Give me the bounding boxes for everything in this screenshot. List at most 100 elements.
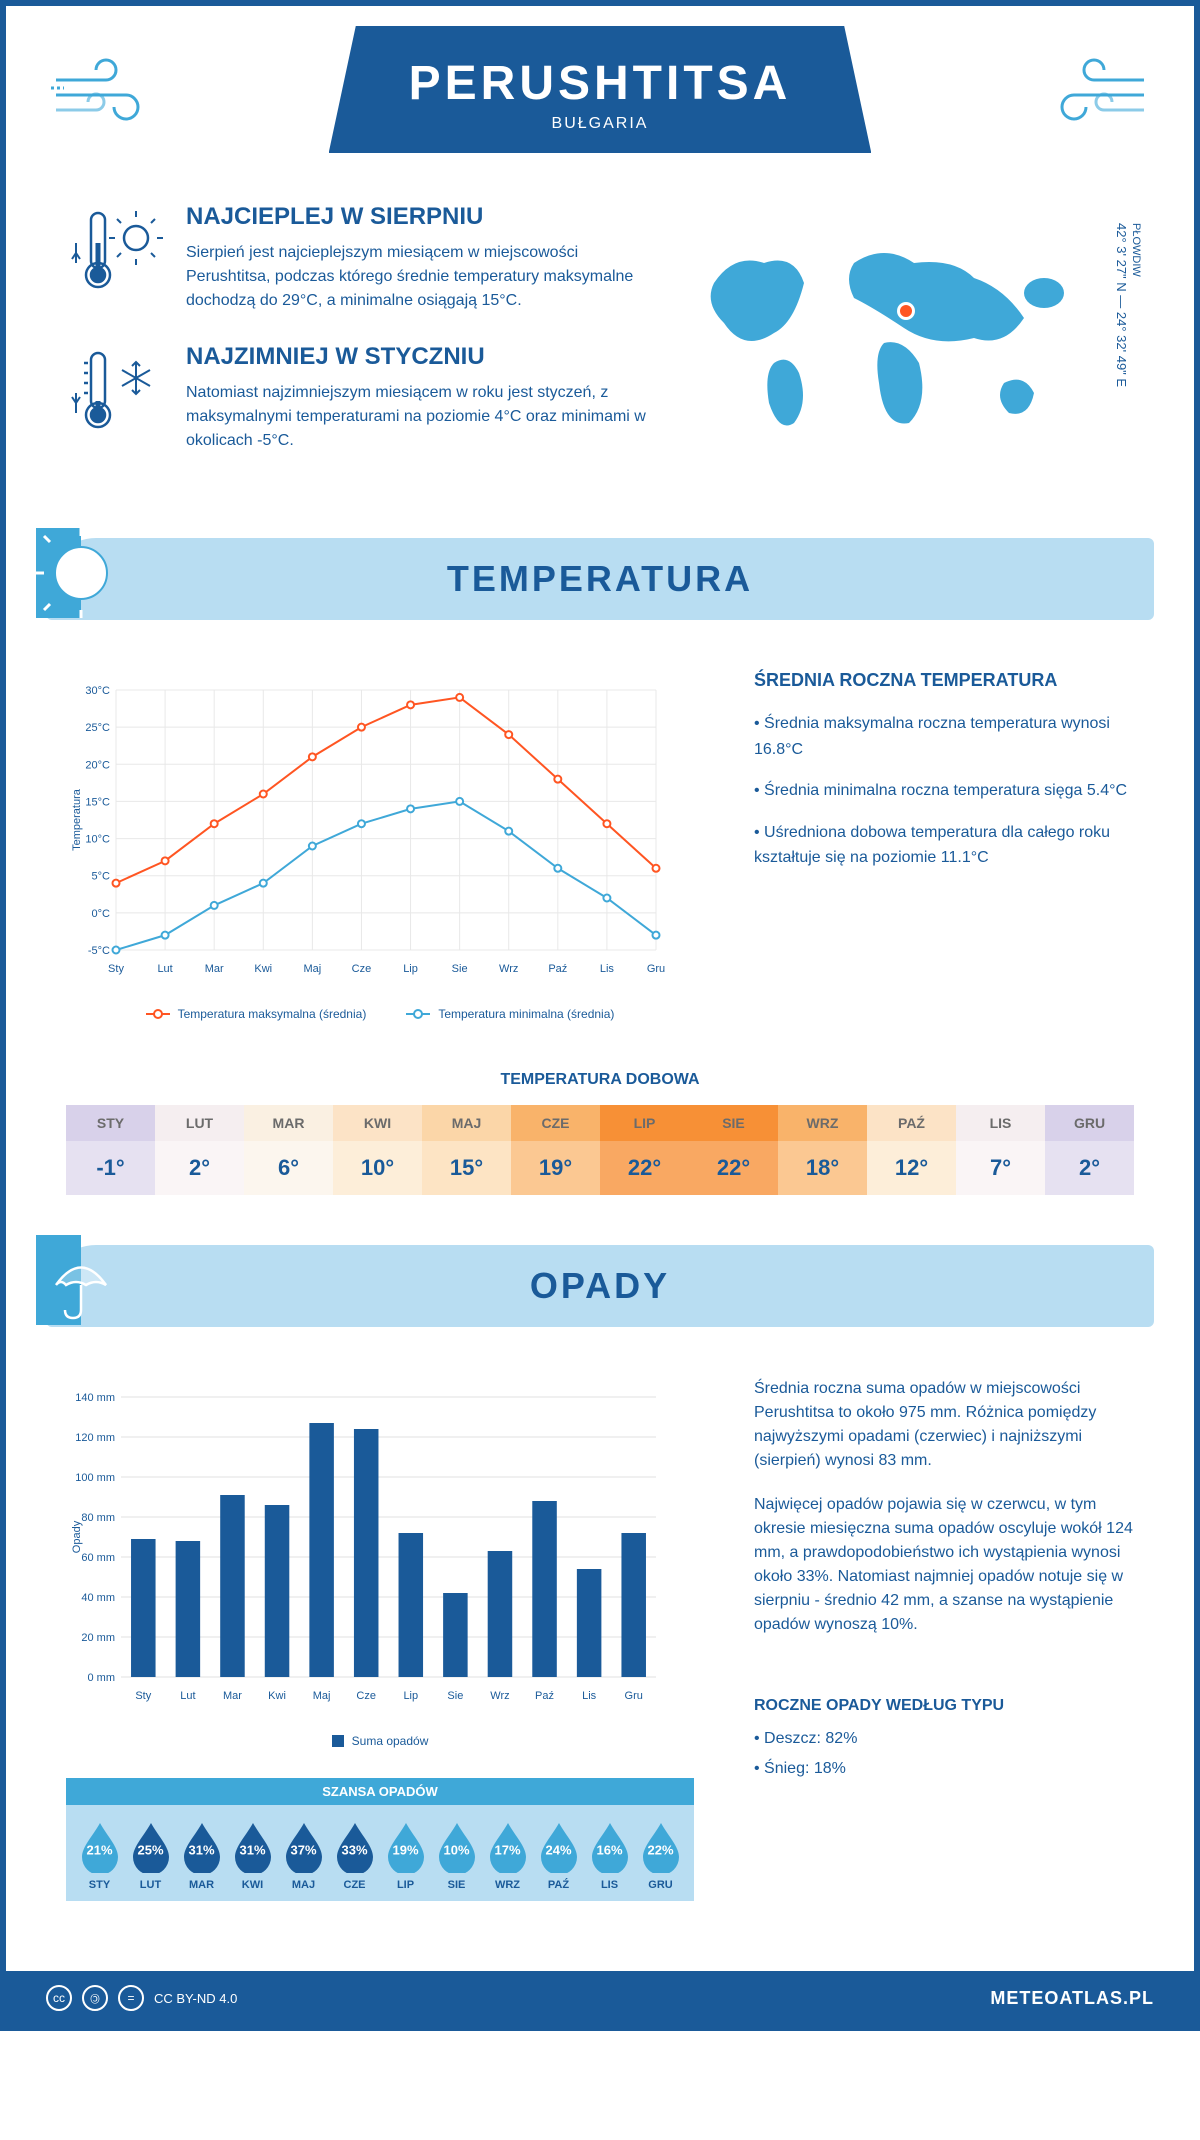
chance-cell: 25% LUT [125, 1821, 176, 1891]
daily-temp-cell: MAJ 15° [422, 1105, 511, 1195]
svg-text:Mar: Mar [223, 1690, 242, 1702]
sun-icon [36, 528, 126, 618]
precipitation-info: Średnia roczna suma opadów w miejscowośc… [754, 1377, 1134, 1921]
daily-temp-cell: LIS 7° [956, 1105, 1045, 1195]
temperature-line-chart: -5°C0°C5°C10°C15°C20°C25°C30°CStyLutMarK… [66, 670, 666, 990]
precip-legend-item: Suma opadów [332, 1734, 429, 1748]
svg-text:Maj: Maj [303, 963, 321, 975]
warmest-title: NAJCIEPLEJ W SIERPNIU [186, 203, 654, 231]
chance-cell: 17% WRZ [482, 1821, 533, 1891]
chance-cell: 33% CZE [329, 1821, 380, 1891]
svg-text:Mar: Mar [205, 963, 224, 975]
chance-header: SZANSA OPADÓW [66, 1778, 694, 1805]
svg-text:Lis: Lis [582, 1690, 597, 1702]
legend-max-label: Temperatura maksymalna (średnia) [178, 1007, 367, 1021]
cc-icon: cc [46, 1985, 72, 2011]
nd-icon: = [118, 1985, 144, 2011]
thermometer-hot-icon [66, 203, 166, 303]
svg-text:0°C: 0°C [92, 908, 111, 920]
daily-temp-cell: SIE 22° [689, 1105, 778, 1195]
daily-temp-cell: STY -1° [66, 1105, 155, 1195]
daily-temp-table: STY -1°LUT 2°MAR 6°KWI 10°MAJ 15°CZE 19°… [66, 1105, 1134, 1195]
daily-temp-cell: LIP 22° [600, 1105, 689, 1195]
svg-text:Kwi: Kwi [268, 1690, 286, 1702]
daily-temp-title: TEMPERATURA DOBOWA [6, 1071, 1194, 1089]
svg-text:Lis: Lis [600, 963, 615, 975]
precipitation-section-header: OPADY [46, 1245, 1154, 1327]
precipitation-content: 0 mm20 mm40 mm60 mm80 mm100 mm120 mm140 … [6, 1357, 1194, 1941]
chance-cell: 37% MAJ [278, 1821, 329, 1891]
chance-cell: 22% GRU [635, 1821, 686, 1891]
precip-text-2: Najwięcej opadów pojawia się w czerwcu, … [754, 1493, 1134, 1637]
temperature-chart-wrapper: -5°C0°C5°C10°C15°C20°C25°C30°CStyLutMarK… [66, 670, 694, 1021]
umbrella-icon [36, 1235, 126, 1325]
svg-text:Temperatura: Temperatura [71, 788, 83, 851]
temperature-title: TEMPERATURA [447, 558, 753, 600]
footer-license: cc 🄯 = CC BY-ND 4.0 [46, 1985, 237, 2011]
chance-cell: 31% KWI [227, 1821, 278, 1891]
temp-info-bullet: • Średnia minimalna roczna temperatura s… [754, 778, 1134, 804]
license-text: CC BY-ND 4.0 [154, 1991, 237, 2006]
intro-section: NAJCIEPLEJ W SIERPNIU Sierpień jest najc… [6, 173, 1194, 518]
chance-cell: 31% MAR [176, 1821, 227, 1891]
intro-text-column: NAJCIEPLEJ W SIERPNIU Sierpień jest najc… [66, 203, 654, 488]
temp-info-bullet: • Uśredniona dobowa temperatura dla całe… [754, 820, 1134, 871]
svg-text:Cze: Cze [356, 1690, 376, 1702]
map-column: PŁOWDIW 42° 3' 27" N — 24° 32' 49" E [694, 203, 1134, 488]
header: PERUSHTITSA BUŁGARIA [6, 6, 1194, 173]
chance-cell: 21% STY [74, 1821, 125, 1891]
svg-text:15°C: 15°C [85, 796, 110, 808]
wind-icon-right [1034, 50, 1154, 130]
svg-text:Sty: Sty [135, 1690, 151, 1702]
precipitation-bar-chart: 0 mm20 mm40 mm60 mm80 mm100 mm120 mm140 … [66, 1377, 666, 1717]
svg-text:Gru: Gru [625, 1690, 643, 1702]
svg-text:120 mm: 120 mm [75, 1432, 115, 1444]
wind-icon-left [46, 50, 166, 130]
svg-text:25°C: 25°C [85, 722, 110, 734]
legend-min-label: Temperatura minimalna (średnia) [438, 1007, 614, 1021]
precip-type-snow: • Śnieg: 18% [754, 1757, 1134, 1781]
precip-legend-label: Suma opadów [352, 1734, 429, 1748]
svg-text:100 mm: 100 mm [75, 1472, 115, 1484]
temp-info-title: ŚREDNIA ROCZNA TEMPERATURA [754, 670, 1134, 691]
svg-text:Gru: Gru [647, 963, 665, 975]
temperature-section-header: TEMPERATURA [46, 538, 1154, 620]
precip-type-block: ROCZNE OPADY WEDŁUG TYPU • Deszcz: 82% •… [754, 1697, 1134, 1781]
daily-temp-cell: GRU 2° [1045, 1105, 1134, 1195]
chance-cell: 19% LIP [380, 1821, 431, 1891]
precipitation-chart-wrapper: 0 mm20 mm40 mm60 mm80 mm100 mm120 mm140 … [66, 1377, 694, 1921]
svg-text:Lut: Lut [157, 963, 172, 975]
svg-text:10°C: 10°C [85, 834, 110, 846]
svg-text:Lut: Lut [180, 1690, 195, 1702]
svg-text:60 mm: 60 mm [81, 1552, 115, 1564]
svg-text:20 mm: 20 mm [81, 1632, 115, 1644]
warmest-block: NAJCIEPLEJ W SIERPNIU Sierpień jest najc… [66, 203, 654, 313]
legend-max: Temperatura maksymalna (średnia) [146, 1007, 367, 1021]
daily-temp-cell: WRZ 18° [778, 1105, 867, 1195]
coordinates: PŁOWDIW 42° 3' 27" N — 24° 32' 49" E [1114, 223, 1144, 387]
svg-text:Sie: Sie [452, 963, 468, 975]
svg-text:Paź: Paź [535, 1690, 554, 1702]
temperature-info: ŚREDNIA ROCZNA TEMPERATURA • Średnia mak… [754, 670, 1134, 1021]
svg-text:-5°C: -5°C [88, 945, 110, 957]
daily-temp-cell: CZE 19° [511, 1105, 600, 1195]
svg-text:Kwi: Kwi [254, 963, 272, 975]
coords-text: 42° 3' 27" N — 24° 32' 49" E [1114, 223, 1129, 387]
footer: cc 🄯 = CC BY-ND 4.0 METEOATLAS.PL [6, 1971, 1194, 2025]
svg-text:Wrz: Wrz [490, 1690, 509, 1702]
daily-temp-cell: MAR 6° [244, 1105, 333, 1195]
precip-type-title: ROCZNE OPADY WEDŁUG TYPU [754, 1697, 1134, 1715]
svg-text:Paź: Paź [548, 963, 567, 975]
svg-text:0 mm: 0 mm [88, 1672, 116, 1684]
thermometer-cold-icon [66, 343, 166, 443]
warmest-text: Sierpień jest najcieplejszym miesiącem w… [186, 241, 654, 313]
chance-cell: 16% LIS [584, 1821, 635, 1891]
svg-text:Wrz: Wrz [499, 963, 518, 975]
daily-temp-cell: PAŹ 12° [867, 1105, 956, 1195]
coldest-title: NAJZIMNIEJ W STYCZNIU [186, 343, 654, 371]
chance-cell: 24% PAŹ [533, 1821, 584, 1891]
svg-text:20°C: 20°C [85, 759, 110, 771]
precipitation-title: OPADY [530, 1265, 670, 1307]
daily-temp-cell: KWI 10° [333, 1105, 422, 1195]
temp-info-bullet: • Średnia maksymalna roczna temperatura … [754, 711, 1134, 762]
